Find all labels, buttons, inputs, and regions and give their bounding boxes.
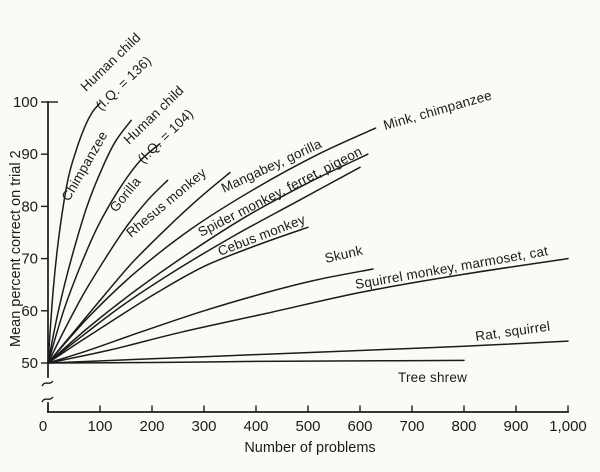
- x-tick-label-900: 900: [503, 418, 528, 435]
- x-tick-label-400: 400: [243, 418, 268, 435]
- curve-mink-chimpanzee: [47, 127, 377, 364]
- curve-human-child-i-q-104: [47, 143, 161, 364]
- y-tick-label-60: 60: [21, 303, 38, 320]
- curve-skunk: [47, 268, 374, 364]
- curve-label-rat-squirrel: Rat, squirrel: [474, 319, 551, 344]
- curve-spider-monkey-ferret-pigeon: [47, 166, 361, 364]
- x-axis-ticks: 0 100 200 300 400 500 600 700 800 900 1,000: [39, 405, 587, 435]
- curve-label-mink-chimpanzee: Mink, chimpanzee: [382, 88, 494, 133]
- x-tick-label-600: 600: [347, 418, 372, 435]
- curve-label-tree-shrew: Tree shrew: [398, 370, 467, 385]
- curve-chimpanzee: [47, 119, 132, 364]
- species-curves: [47, 102, 569, 364]
- curve-rhesus-monkey: [47, 171, 231, 364]
- curve-tree-shrew: [47, 359, 465, 364]
- y-tick-label-80: 80: [21, 198, 38, 215]
- y-axis-break-mark-upper: [41, 380, 54, 387]
- x-tick-label-500: 500: [295, 418, 320, 435]
- curve-label-squirrel-monkey-marmoset-cat: Squirrel monkey, marmoset, cat: [354, 243, 549, 292]
- y-tick-label-90: 90: [21, 146, 38, 163]
- x-tick-label-300: 300: [191, 418, 216, 435]
- y-tick-label-100: 100: [13, 94, 38, 111]
- curve-squirrel-monkey-marmoset-cat: [47, 257, 569, 364]
- curve-label-skunk: Skunk: [323, 243, 364, 266]
- x-tick-label-700: 700: [399, 418, 424, 435]
- y-axis-break-mark-lower: [41, 396, 54, 403]
- curve-rat-squirrel: [47, 340, 569, 364]
- x-axis-title: Number of problems: [244, 440, 375, 456]
- x-tick-label-800: 800: [451, 418, 476, 435]
- x-tick-label-100: 100: [87, 418, 112, 435]
- curve-mangabey-gorilla: [47, 153, 369, 364]
- curve-gorilla: [47, 179, 169, 364]
- x-tick-label-200: 200: [139, 418, 164, 435]
- curve-human-child-i-q-136: [47, 102, 101, 364]
- x-tick-label-1000: 1,000: [549, 418, 587, 435]
- y-axis-title: Mean percent correct on trial 2: [8, 150, 24, 347]
- y-tick-label-70: 70: [21, 251, 38, 268]
- x-tick-label-0: 0: [39, 418, 47, 435]
- y-axis-ticks: 50 60 70 80 90 100: [13, 94, 48, 372]
- curve-cebus-monkey: [47, 226, 309, 364]
- y-tick-label-50: 50: [21, 355, 38, 372]
